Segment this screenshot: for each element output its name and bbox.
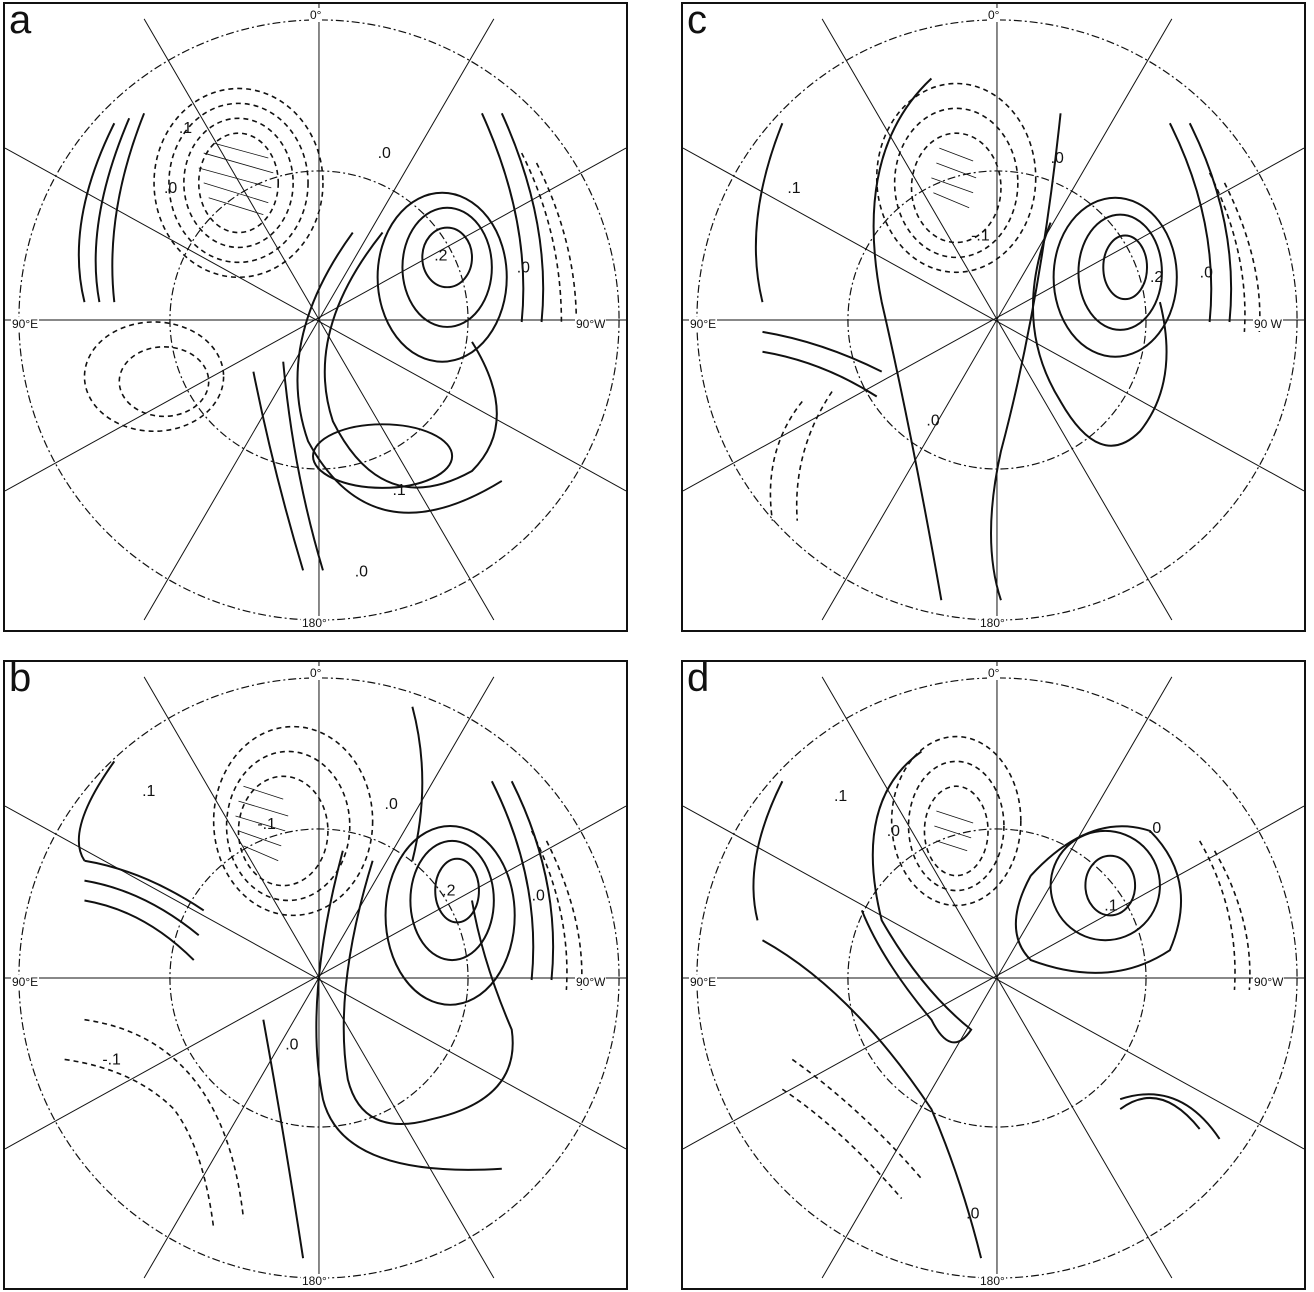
panel-label: b — [9, 660, 32, 700]
contour-label: .0 — [966, 1205, 979, 1222]
contour-label: .1 — [787, 180, 800, 197]
longitude-label-right: 90 W — [1253, 317, 1284, 331]
longitude-label-left: 90°E — [11, 975, 40, 989]
map-panel-b: .1 .0 -.1 .2 .0 .0 -.1 b 0° 180° 90°E 90… — [3, 660, 628, 1290]
contour-label: .0 — [926, 412, 939, 429]
contour-label: .2 — [434, 247, 447, 264]
contour-label: .1 — [834, 788, 847, 805]
contour-label: .0 — [1148, 820, 1161, 837]
longitude-label-left: 90°E — [689, 975, 718, 989]
map-panel-d: .1 .0 .0 .1 .0 d 0° 180° 90°E 90°W — [681, 660, 1306, 1290]
polar-map-b: .1 .0 -.1 .2 .0 .0 -.1 — [5, 662, 626, 1288]
contour-label: -.1 — [971, 227, 990, 244]
polar-map-c: .1 .0 -.1 .2 .0 .0 — [683, 4, 1304, 630]
panel-label: a — [9, 2, 32, 42]
longitude-label-bottom: 180° — [979, 1274, 1006, 1288]
contour-label: .0 — [385, 796, 398, 813]
contour-label: .1 — [142, 783, 155, 800]
longitude-label-top: 0° — [987, 666, 1001, 680]
contour-label: .0 — [1200, 264, 1213, 281]
contour-label: .2 — [442, 883, 455, 900]
contour-label: .1 — [393, 482, 406, 499]
contour-label: .0 — [517, 259, 530, 276]
contour-label: .0 — [1051, 150, 1064, 167]
longitude-label-right: 90°W — [575, 317, 607, 331]
contour-label: -.1 — [102, 1051, 121, 1068]
longitude-label-bottom: 180° — [301, 1274, 328, 1288]
polar-map-a: .1 .0 .0 .0 .2 .1 .0 — [5, 4, 626, 630]
contour-label: .1 — [179, 120, 192, 137]
contour-label: .0 — [378, 145, 391, 162]
map-panel-c: .1 .0 -.1 .2 .0 .0 c 0° 180° 90°E 90 W — [681, 2, 1306, 632]
longitude-label-top: 0° — [987, 8, 1001, 22]
contour-label: -.1 — [257, 816, 276, 833]
longitude-label-bottom: 180° — [301, 616, 328, 630]
longitude-label-right: 90°W — [575, 975, 607, 989]
map-panel-a: .1 .0 .0 .0 .2 .1 .0 a 0° 180° 90°E 90°W — [3, 2, 628, 632]
panel-label: d — [687, 660, 710, 700]
contour-label: .0 — [285, 1037, 298, 1054]
longitude-label-top: 0° — [309, 8, 323, 22]
longitude-label-bottom: 180° — [979, 616, 1006, 630]
longitude-label-left: 90°E — [689, 317, 718, 331]
longitude-label-right: 90°W — [1253, 975, 1285, 989]
contour-label: .2 — [1150, 269, 1163, 286]
longitude-label-top: 0° — [309, 666, 323, 680]
longitude-label-left: 90°E — [11, 317, 40, 331]
contour-label: .0 — [355, 563, 368, 580]
contour-label: .0 — [164, 180, 177, 197]
polar-map-d: .1 .0 .0 .1 .0 — [683, 662, 1304, 1288]
contour-label: .0 — [887, 823, 900, 840]
contour-label: .0 — [532, 887, 545, 904]
contour-label: .1 — [1104, 897, 1117, 914]
panel-label: c — [687, 2, 707, 42]
